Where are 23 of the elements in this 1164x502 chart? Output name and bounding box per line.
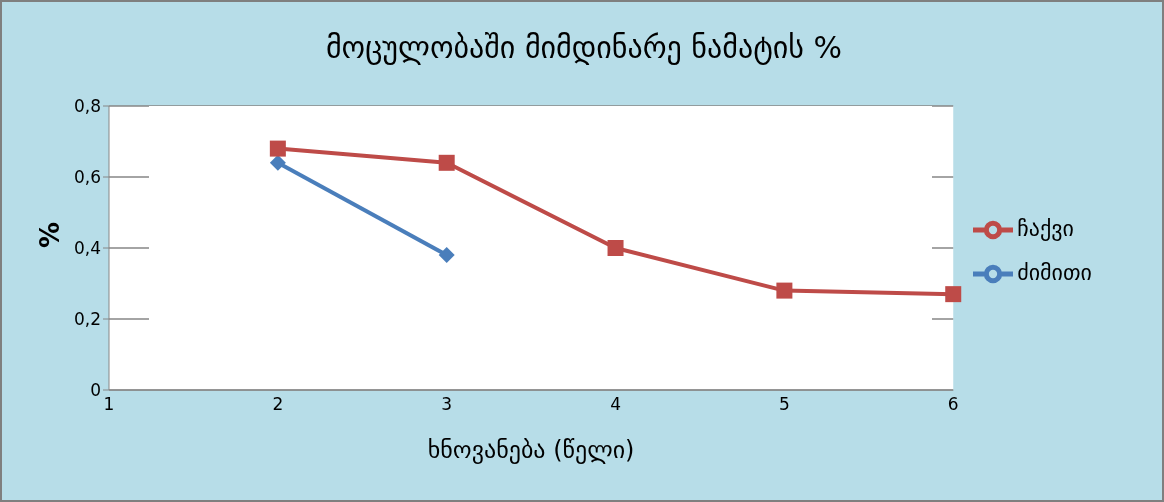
x-tick-label: 5 [778, 394, 790, 415]
x-tick-label: 4 [610, 394, 621, 415]
y-tick-label: 0,6 [73, 167, 101, 188]
chart-title: მოცულობაში მიმდინარე ნამატის % [324, 30, 844, 65]
legend-label: ძიმითი [1017, 260, 1092, 285]
x-tick-label: 2 [272, 394, 284, 415]
y-tick-label: 0,2 [73, 309, 101, 330]
x-tick-label: 1 [103, 394, 115, 415]
x-tick-label: 6 [947, 394, 959, 415]
y-tick-label: 0,8 [73, 96, 101, 117]
y-tick-label: 0,4 [73, 238, 101, 259]
point [438, 154, 455, 171]
y-axis-title: % [35, 221, 66, 248]
point [269, 154, 286, 171]
x-axis-title: ხნოვანება (წელი) [427, 436, 635, 464]
point [945, 286, 962, 303]
point [269, 140, 286, 157]
legend-label: ჩაქვი [1017, 216, 1074, 241]
point [776, 282, 793, 299]
y-tick-label: 0 [90, 380, 101, 401]
point [607, 240, 624, 256]
point [438, 247, 455, 264]
x-tick-label: 3 [441, 394, 453, 415]
